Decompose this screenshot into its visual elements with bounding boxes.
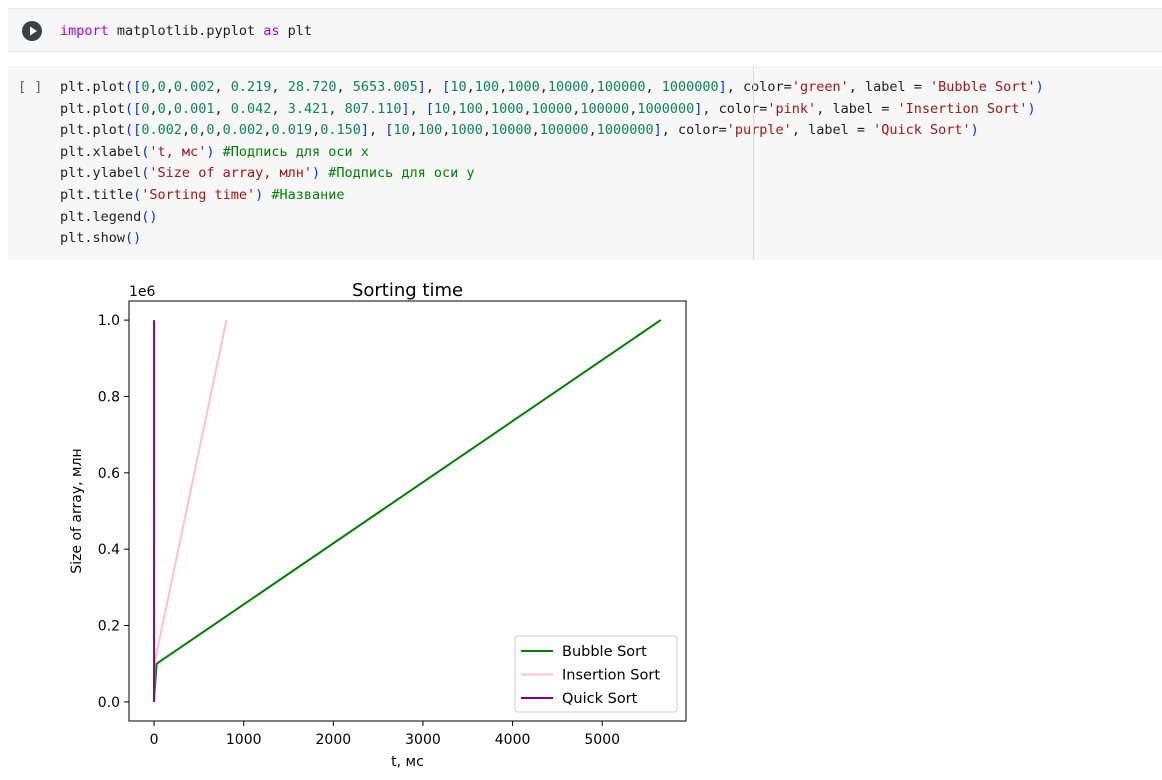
code-line: plt.ylabel('Size of array, млн') #Подпис… <box>60 165 475 182</box>
y-tick-label: 1.0 <box>98 313 120 329</box>
code-line: import matplotlib.pyplot as plt <box>60 23 312 39</box>
code-line: plt.legend() <box>60 208 158 225</box>
y-tick-label: 0.6 <box>98 466 120 482</box>
code-editor-cell1[interactable]: import matplotlib.pyplot as plt <box>60 22 312 44</box>
run-cell-button[interactable] <box>22 21 42 41</box>
chart-title: Sorting time <box>352 280 463 301</box>
y-tick-label: 0.2 <box>98 619 120 635</box>
axes-frame <box>128 300 687 722</box>
line-length-ruler <box>753 66 754 260</box>
y-axis-label: Size of array, млн <box>69 448 85 573</box>
legend-box <box>514 635 678 713</box>
code-cell-import[interactable]: import matplotlib.pyplot as plt <box>8 8 1162 52</box>
code-line: plt.xlabel('t, мс') #Подпись для оси х <box>60 143 369 160</box>
x-tick-label: 1000 <box>226 732 262 748</box>
legend-label: Quick Sort <box>562 691 638 707</box>
code-editor-cell2[interactable]: plt.plot([0,0,0.002, 0.219, 28.720, 5653… <box>60 77 1044 250</box>
code-line: plt.plot([0,0,0.001, 0.042, 3.421, 807.1… <box>60 100 1036 117</box>
x-tick-label: 4000 <box>495 732 531 748</box>
x-tick-label: 5000 <box>584 732 620 748</box>
x-tick-label: 0 <box>150 732 159 748</box>
code-line: plt.plot([0,0,0.002, 0.219, 28.720, 5653… <box>60 79 1044 95</box>
code-cell-plot[interactable]: [ ] plt.plot([0,0,0.002, 0.219, 28.720, … <box>8 66 1162 260</box>
x-tick-label: 3000 <box>405 732 441 748</box>
plot-output: 0 1000 2000 3000 4000 5000 0.0 0.2 0.4 0.6 0.8 1.0 1… <box>62 272 702 772</box>
code-line: plt.plot([0.002,0,0,0.002,0.019,0.150], … <box>60 122 979 139</box>
execution-count: [ ] <box>18 79 43 95</box>
code-line: plt.show() <box>60 230 142 247</box>
legend-label: Bubble Sort <box>562 644 647 660</box>
y-tick-label: 0.8 <box>98 389 120 405</box>
y-offset-label: 1e6 <box>129 284 156 300</box>
y-tick-label: 0.4 <box>98 542 120 558</box>
x-tick-label: 2000 <box>316 732 352 748</box>
play-icon <box>30 26 37 36</box>
sorting-time-chart: 0 1000 2000 3000 4000 5000 0.0 0.2 0.4 0.6 0.8 1.0 1… <box>69 280 687 770</box>
series-line <box>153 319 228 703</box>
x-axis-label: t, мс <box>391 754 424 770</box>
y-tick-label: 0.0 <box>98 695 120 711</box>
legend-label: Insertion Sort <box>562 668 660 684</box>
code-line: plt.title('Sorting time') #Название <box>60 186 345 203</box>
